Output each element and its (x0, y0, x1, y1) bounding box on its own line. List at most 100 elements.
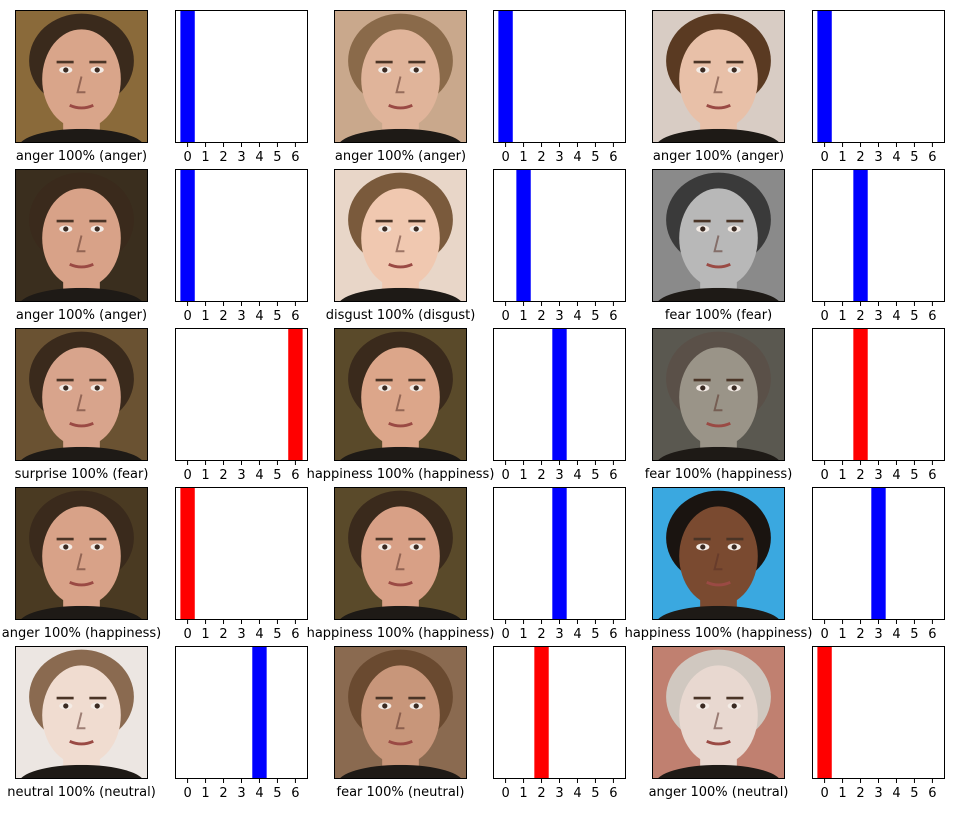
face-image-7 (334, 328, 467, 461)
x-tick-label: 0 (501, 309, 509, 324)
x-tick-label: 0 (820, 468, 828, 483)
x-tick-label: 6 (609, 150, 617, 165)
bar (853, 169, 868, 302)
x-tick-label: 4 (892, 309, 900, 324)
face-photo-man-big-smile-blue-bg (653, 488, 784, 619)
panel-caption: happiness 100% (happiness) (306, 467, 495, 482)
x-tick-label: 2 (537, 150, 545, 165)
axes-frame (175, 10, 308, 143)
face-photo-young-man-smiling (335, 329, 466, 460)
x-tick-label: 2 (856, 468, 864, 483)
bar (871, 487, 886, 620)
panel-caption: happiness 100% (happiness) (306, 626, 495, 641)
x-tick-label: 1 (201, 309, 209, 324)
x-tick-label: 5 (273, 309, 281, 324)
face-image-9 (15, 487, 148, 620)
x-tick-label: 0 (820, 309, 828, 324)
panel-caption: anger 100% (anger) (15, 149, 148, 164)
axes-frame (493, 10, 626, 143)
x-tick-label: 6 (609, 468, 617, 483)
x-tick-label: 4 (573, 309, 581, 324)
x-tick-label: 6 (928, 309, 936, 324)
panel-caption: surprise 100% (fear) (14, 467, 149, 482)
x-tick-label: 3 (237, 150, 245, 165)
x-tick-label: 6 (928, 786, 936, 801)
x-tick-label: 4 (255, 309, 263, 324)
x-tick-label: 3 (874, 786, 882, 801)
face-photo-man-round-glasses (653, 329, 784, 460)
face-image-5 (652, 169, 785, 302)
x-tick-label: 5 (273, 627, 281, 642)
x-tick-label: 4 (255, 627, 263, 642)
axes-frame (493, 646, 626, 779)
face-image-14 (652, 646, 785, 779)
x-tick-label: 0 (820, 786, 828, 801)
x-tick-label: 2 (219, 150, 227, 165)
x-tick-label: 0 (501, 627, 509, 642)
x-tick-label: 4 (573, 627, 581, 642)
x-tick-label: 0 (183, 468, 191, 483)
panel-caption: anger 100% (anger) (652, 149, 785, 164)
bar (552, 328, 567, 461)
face-photo-boy-fringe (653, 11, 784, 142)
x-tick-label: 2 (537, 627, 545, 642)
panel-caption: fear 100% (fear) (664, 308, 773, 323)
x-tick-label: 1 (838, 150, 846, 165)
face-photo-young-man-headphones (16, 170, 147, 301)
x-tick-label: 0 (183, 150, 191, 165)
bar (534, 646, 549, 779)
face-photo-woman-side-glance (335, 647, 466, 778)
x-tick-label: 5 (273, 786, 281, 801)
x-tick-label: 5 (591, 150, 599, 165)
x-tick-label: 2 (856, 627, 864, 642)
bar (552, 487, 567, 620)
x-tick-label: 6 (291, 150, 299, 165)
x-tick-label: 5 (591, 468, 599, 483)
x-tick-label: 0 (501, 150, 509, 165)
x-tick-label: 3 (555, 786, 563, 801)
x-tick-label: 6 (291, 786, 299, 801)
x-tick-label: 6 (609, 786, 617, 801)
panel-caption: anger 100% (anger) (15, 308, 148, 323)
axes-frame (175, 646, 308, 779)
bar (498, 10, 513, 143)
x-tick-label: 1 (838, 309, 846, 324)
x-tick-label: 0 (501, 786, 509, 801)
bar (288, 328, 303, 461)
axes-frame (812, 646, 945, 779)
axes-frame (493, 487, 626, 620)
bar (817, 10, 832, 143)
x-tick-label: 6 (928, 627, 936, 642)
x-tick-label: 0 (183, 309, 191, 324)
axes-frame (812, 487, 945, 620)
panel-caption: fear 100% (happiness) (644, 467, 793, 482)
x-tick-label: 3 (555, 468, 563, 483)
x-tick-label: 5 (591, 627, 599, 642)
bar (817, 646, 832, 779)
x-tick-label: 1 (519, 150, 527, 165)
x-tick-label: 4 (255, 150, 263, 165)
x-tick-label: 5 (273, 468, 281, 483)
x-tick-label: 2 (537, 468, 545, 483)
x-tick-label: 2 (219, 627, 227, 642)
bar (180, 169, 195, 302)
x-tick-label: 3 (237, 786, 245, 801)
x-tick-label: 1 (519, 309, 527, 324)
x-tick-label: 6 (609, 627, 617, 642)
face-image-12 (15, 646, 148, 779)
panel-caption: anger 100% (happiness) (1, 626, 162, 641)
x-tick-label: 6 (291, 627, 299, 642)
face-photo-woman-hands-on-face-grayscale (653, 170, 784, 301)
x-tick-label: 1 (838, 468, 846, 483)
x-tick-label: 3 (874, 468, 882, 483)
panel-caption: neutral 100% (neutral) (7, 785, 156, 800)
face-image-8 (652, 328, 785, 461)
x-tick-label: 5 (910, 786, 918, 801)
x-tick-label: 3 (237, 627, 245, 642)
